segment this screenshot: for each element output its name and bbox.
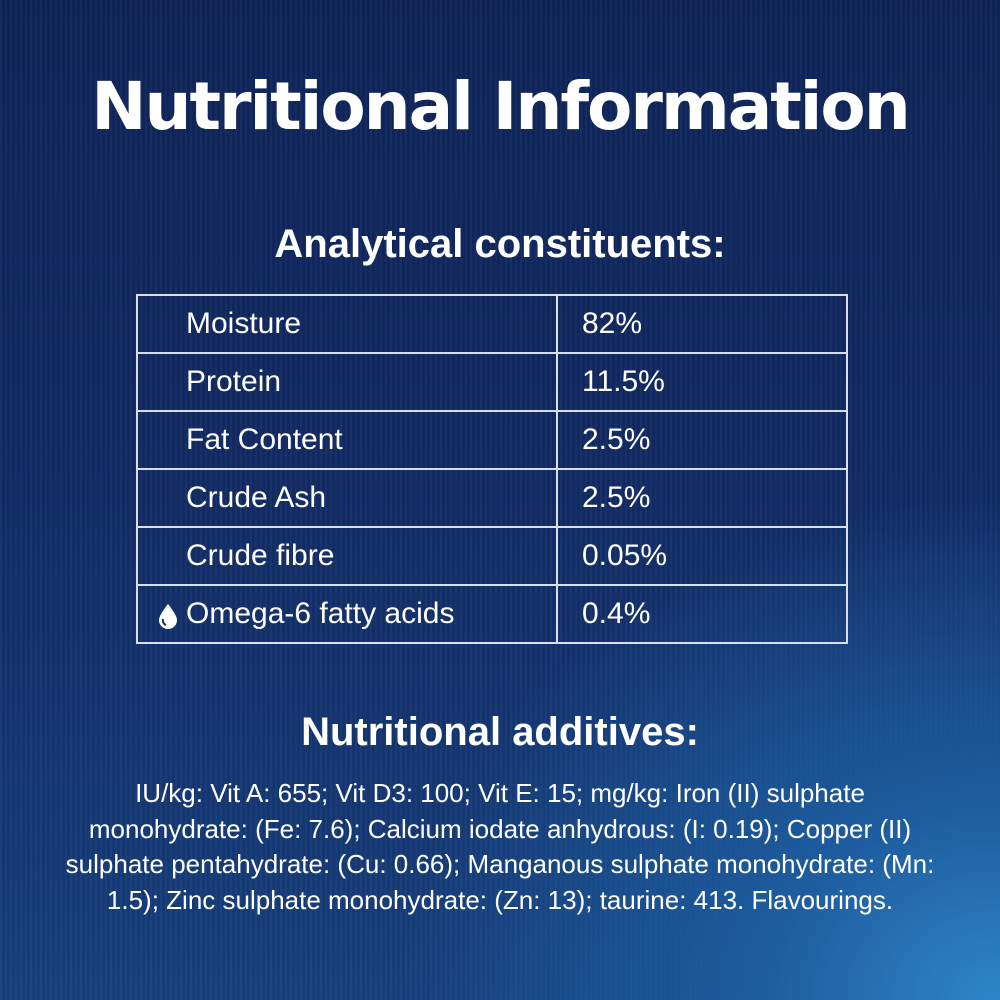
- analytical-heading: Analytical constituents:: [274, 222, 726, 266]
- water-drop-icon: [159, 604, 177, 629]
- row-value: 2.5%: [556, 468, 848, 528]
- row-label: Crude Ash: [136, 468, 558, 528]
- row-label: Protein: [136, 352, 558, 412]
- row-value: 0.05%: [556, 526, 848, 586]
- table-row: Protein 11.5%: [136, 352, 848, 412]
- row-value: 0.4%: [556, 584, 848, 644]
- additives-heading: Nutritional additives:: [301, 710, 699, 754]
- row-label: Crude fibre: [136, 526, 558, 586]
- additives-text: IU/kg: Vit A: 655; Vit D3: 100; Vit E: 1…: [65, 778, 935, 915]
- row-value: 2.5%: [556, 410, 848, 470]
- analytical-table: Moisture 82% Protein 11.5% Fat Content 2.5%…: [136, 294, 848, 644]
- table-row: Fat Content 2.5%: [136, 410, 848, 470]
- row-label: Omega-6 fatty acids: [186, 597, 455, 630]
- row-label: Moisture: [136, 294, 558, 354]
- row-value: 11.5%: [556, 352, 848, 412]
- table-row: Crude Ash 2.5%: [136, 468, 848, 528]
- row-label: Fat Content: [136, 410, 558, 470]
- table-row: Moisture 82%: [136, 294, 848, 354]
- row-label-cell: Omega-6 fatty acids: [136, 584, 558, 644]
- page-title: Nutritional Information: [91, 68, 911, 145]
- table-row: Omega-6 fatty acids 0.4%: [136, 584, 848, 644]
- row-value: 82%: [556, 294, 848, 354]
- table-row: Crude fibre 0.05%: [136, 526, 848, 586]
